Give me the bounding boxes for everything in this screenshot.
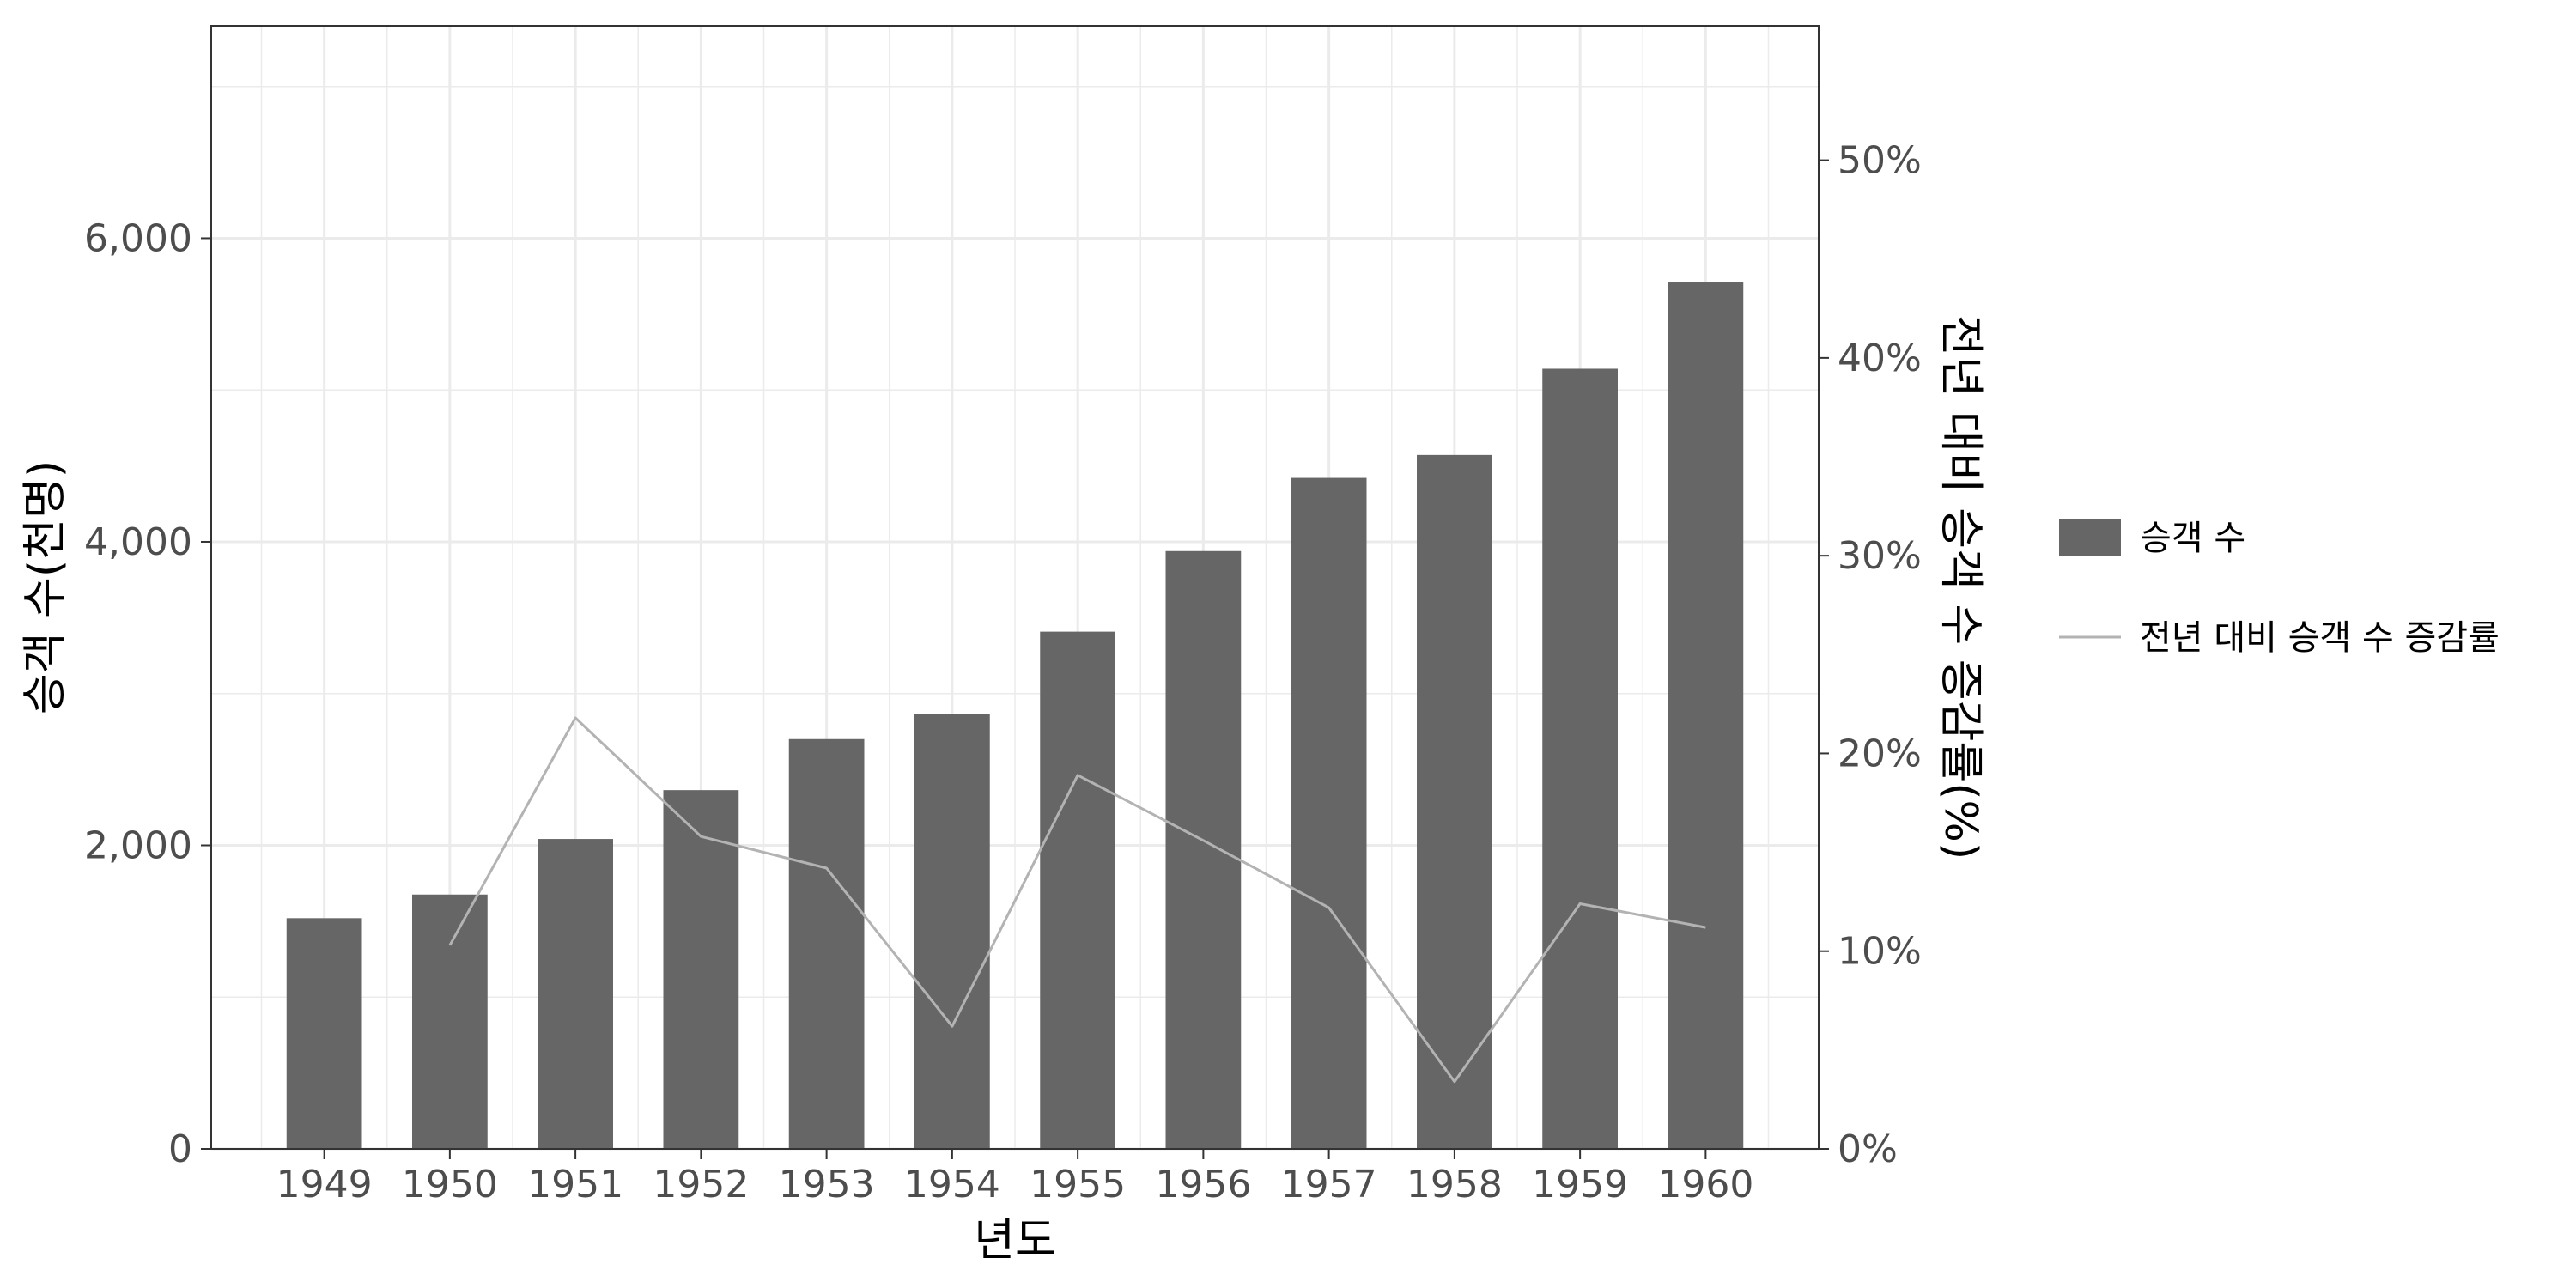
y2-tick-label: 50% [1838, 139, 1922, 183]
legend-key-bar [2059, 519, 2121, 556]
y-tick-label: 4,000 [84, 520, 192, 564]
y2-tick-label: 30% [1838, 534, 1922, 578]
growth-line [448, 716, 1706, 1084]
bar-1957 [1291, 477, 1367, 1149]
legend-label-line: 전년 대비 승객 수 증감률 [2140, 618, 2500, 658]
x-tick-label: 1949 [276, 1163, 373, 1206]
y-tick-label: 6,000 [84, 216, 192, 260]
x-tick-label: 1954 [904, 1163, 1000, 1206]
y-axis-title: 승객 수(천명) [20, 460, 71, 714]
legend-label-bar: 승객 수 [2140, 519, 2245, 558]
growth-line-layer [448, 716, 1706, 1084]
x-tick-label: 1950 [402, 1163, 498, 1206]
x-tick-label: 1958 [1406, 1163, 1503, 1206]
x-tick-label: 1953 [779, 1163, 875, 1206]
bars [286, 282, 1744, 1149]
bar-1949 [286, 918, 362, 1149]
y-axis-left: 0 2,000 4,000 6,000 [84, 216, 211, 1171]
y2-tick-label: 10% [1838, 930, 1922, 974]
legend: 승객 수 전년 대비 승객 수 증감률 [2059, 519, 2500, 658]
x-tick-label: 1951 [527, 1163, 623, 1206]
panel-border [210, 25, 1820, 1150]
x-tick-label: 1957 [1281, 1163, 1377, 1206]
y2-tick-label: 40% [1838, 337, 1922, 380]
bar-1951 [538, 839, 613, 1149]
x-tick-label: 1960 [1657, 1163, 1753, 1206]
grid-minor [211, 26, 1819, 1149]
y-axis-right: 0% 10% 20% 30% 40% 50% [1819, 139, 1922, 1171]
bar-1953 [788, 738, 865, 1149]
x-axis-title: 년도 [974, 1215, 1056, 1267]
y-tick-label: 0 [168, 1127, 192, 1171]
x-tick-label: 1952 [653, 1163, 749, 1206]
y2-tick-label: 20% [1838, 732, 1922, 775]
bar-1952 [663, 790, 739, 1149]
y-tick-label: 2,000 [84, 823, 192, 867]
bar-1950 [412, 894, 488, 1149]
x-tick-label: 1959 [1532, 1163, 1628, 1206]
x-tick-label: 1956 [1155, 1163, 1251, 1206]
y2-axis-title: 전년 대비 승객 수 증감률(%) [1935, 315, 1986, 860]
x-axis: 1949 1950 1951 1952 1953 1954 1955 1956 1957 1958… [276, 1149, 1753, 1206]
bar-1954 [914, 714, 990, 1149]
y2-tick-label: 0% [1838, 1127, 1898, 1171]
bar-1960 [1668, 282, 1744, 1149]
x-tick-label: 1955 [1030, 1163, 1126, 1206]
bar-1955 [1040, 631, 1115, 1149]
bar-1958 [1417, 454, 1492, 1149]
bar-1959 [1542, 368, 1618, 1149]
bar-1956 [1165, 550, 1242, 1149]
